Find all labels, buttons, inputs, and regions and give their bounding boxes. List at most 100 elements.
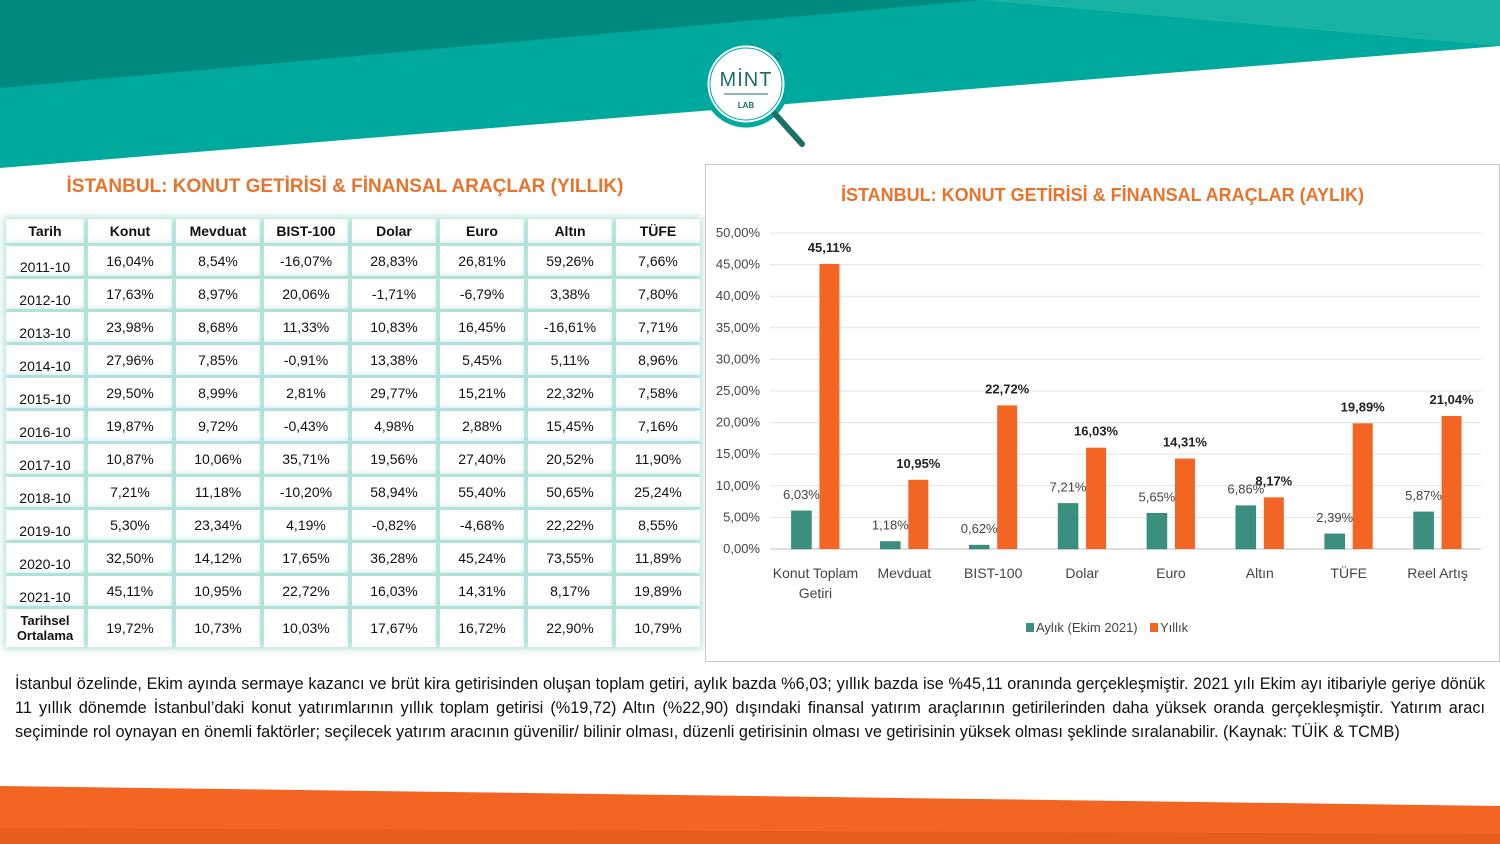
- value-cell: 23,34%: [176, 510, 260, 540]
- x-tick-label: Dolar: [1065, 565, 1099, 581]
- date-cell: 2018-10: [6, 477, 84, 507]
- data-label-monthly: 7,21%: [1050, 479, 1087, 494]
- value-cell: 26,81%: [440, 246, 524, 276]
- date-cell: 2021-10: [6, 576, 84, 606]
- average-label-cell: Tarihsel Ortalama: [6, 609, 84, 647]
- value-cell: 7,21%: [88, 477, 172, 507]
- legend-label-monthly: Aylık (Ekim 2021): [1036, 620, 1138, 635]
- value-cell: 7,85%: [176, 345, 260, 375]
- value-cell: 29,50%: [88, 378, 172, 408]
- bar-yearly: [908, 479, 929, 549]
- value-cell: 27,96%: [88, 345, 172, 375]
- table-header-row: Tarih Konut Mevduat BIST-100 Dolar Euro Altın T…: [6, 219, 700, 243]
- data-label-monthly: 5,65%: [1139, 489, 1176, 504]
- value-cell: 17,63%: [88, 279, 172, 309]
- value-cell: 8,68%: [176, 312, 260, 342]
- data-label-yearly: 14,31%: [1163, 435, 1208, 450]
- data-label-yearly: 16,03%: [1074, 424, 1119, 439]
- value-cell: -0,43%: [264, 411, 348, 441]
- logo-text-sub: LAB: [738, 101, 755, 110]
- value-cell: 2,88%: [440, 411, 524, 441]
- orange-bottom-accent: [0, 828, 1500, 844]
- value-cell: 5,11%: [528, 345, 612, 375]
- value-cell: 59,26%: [528, 246, 612, 276]
- summary-paragraph: İstanbul özelinde, Ekim ayında sermaye k…: [15, 675, 1485, 741]
- value-cell: 10,06%: [176, 444, 260, 474]
- average-value-cell: 19,72%: [88, 609, 172, 647]
- table-row: 2015-10 29,50% 8,99% 2,81% 29,77% 15,21% 22,32…: [6, 378, 700, 408]
- value-cell: 3,38%: [528, 279, 612, 309]
- value-cell: 28,83%: [352, 246, 436, 276]
- value-cell: -16,07%: [264, 246, 348, 276]
- value-cell: 19,89%: [616, 576, 700, 606]
- teal-dark-band: [0, 0, 980, 88]
- value-cell: -4,68%: [440, 510, 524, 540]
- value-cell: 22,72%: [264, 576, 348, 606]
- bar-monthly: [1057, 503, 1079, 550]
- x-tick-label: Reel Artış: [1407, 565, 1468, 581]
- value-cell: 5,45%: [440, 345, 524, 375]
- value-cell: 7,58%: [616, 378, 700, 408]
- average-value-cell: 10,79%: [616, 609, 700, 647]
- column-header: BIST-100: [264, 219, 348, 243]
- date-cell: 2011-10: [6, 246, 84, 276]
- bar-yearly: [1174, 458, 1195, 549]
- date-cell: 2013-10: [6, 312, 84, 342]
- value-cell: 22,32%: [528, 378, 612, 408]
- value-cell: 35,71%: [264, 444, 348, 474]
- data-label-monthly: 0,62%: [961, 521, 998, 536]
- value-cell: 7,80%: [616, 279, 700, 309]
- value-cell: 2,81%: [264, 378, 348, 408]
- value-cell: 22,22%: [528, 510, 612, 540]
- data-label-yearly: 45,11%: [808, 240, 852, 255]
- average-value-cell: 22,90%: [528, 609, 612, 647]
- bar-yearly: [819, 263, 840, 549]
- value-cell: 27,40%: [440, 444, 524, 474]
- bar-yearly: [1352, 423, 1373, 549]
- x-tick-label: Euro: [1156, 565, 1186, 581]
- value-cell: 14,31%: [440, 576, 524, 606]
- value-cell: 58,94%: [352, 477, 436, 507]
- value-cell: 23,98%: [88, 312, 172, 342]
- date-cell: 2020-10: [6, 543, 84, 573]
- value-cell: 7,66%: [616, 246, 700, 276]
- value-cell: 32,50%: [88, 543, 172, 573]
- data-label-yearly: 19,89%: [1341, 399, 1386, 414]
- date-cell: 2019-10: [6, 510, 84, 540]
- logo-text-main: MİNT: [720, 68, 773, 91]
- value-cell: 20,06%: [264, 279, 348, 309]
- table-row: 2016-10 19,87% 9,72% -0,43% 4,98% 2,88% 15,45%…: [6, 411, 700, 441]
- x-tick-label: Getiri: [799, 585, 832, 601]
- value-cell: 11,89%: [616, 543, 700, 573]
- data-label-yearly: 22,72%: [985, 381, 1030, 396]
- value-cell: 73,55%: [528, 543, 612, 573]
- date-cell: 2014-10: [6, 345, 84, 375]
- value-cell: 50,65%: [528, 477, 612, 507]
- bar-yearly: [997, 405, 1018, 549]
- value-cell: 4,98%: [352, 411, 436, 441]
- table-row: 2021-10 45,11% 10,95% 22,72% 16,03% 14,31% 8,1…: [6, 576, 700, 606]
- value-cell: -10,20%: [264, 477, 348, 507]
- x-tick-label: Altın: [1246, 565, 1274, 581]
- data-label-monthly: 5,87%: [1405, 488, 1442, 503]
- column-header: Euro: [440, 219, 524, 243]
- y-tick-label: 30,00%: [716, 351, 761, 366]
- average-value-cell: 10,03%: [264, 609, 348, 647]
- y-tick-label: 0,00%: [723, 541, 760, 556]
- legend-swatch-monthly: [1026, 623, 1034, 632]
- value-cell: 19,56%: [352, 444, 436, 474]
- chart-title: İSTANBUL: KONUT GETİRİSİ & FİNANSAL ARAÇ…: [841, 185, 1364, 205]
- x-tick-label: Konut Toplam: [773, 565, 858, 581]
- column-header: Dolar: [352, 219, 436, 243]
- date-cell: 2016-10: [6, 411, 84, 441]
- y-tick-label: 50,00%: [716, 225, 761, 240]
- y-tick-label: 5,00%: [723, 509, 760, 524]
- bar-monthly: [968, 544, 990, 550]
- date-cell: 2017-10: [6, 444, 84, 474]
- column-header: Tarih: [6, 219, 84, 243]
- table-row: 2012-10 17,63% 8,97% 20,06% -1,71% -6,79% 3,38…: [6, 279, 700, 309]
- value-cell: -0,82%: [352, 510, 436, 540]
- value-cell: 4,19%: [264, 510, 348, 540]
- value-cell: 20,52%: [528, 444, 612, 474]
- value-cell: 10,83%: [352, 312, 436, 342]
